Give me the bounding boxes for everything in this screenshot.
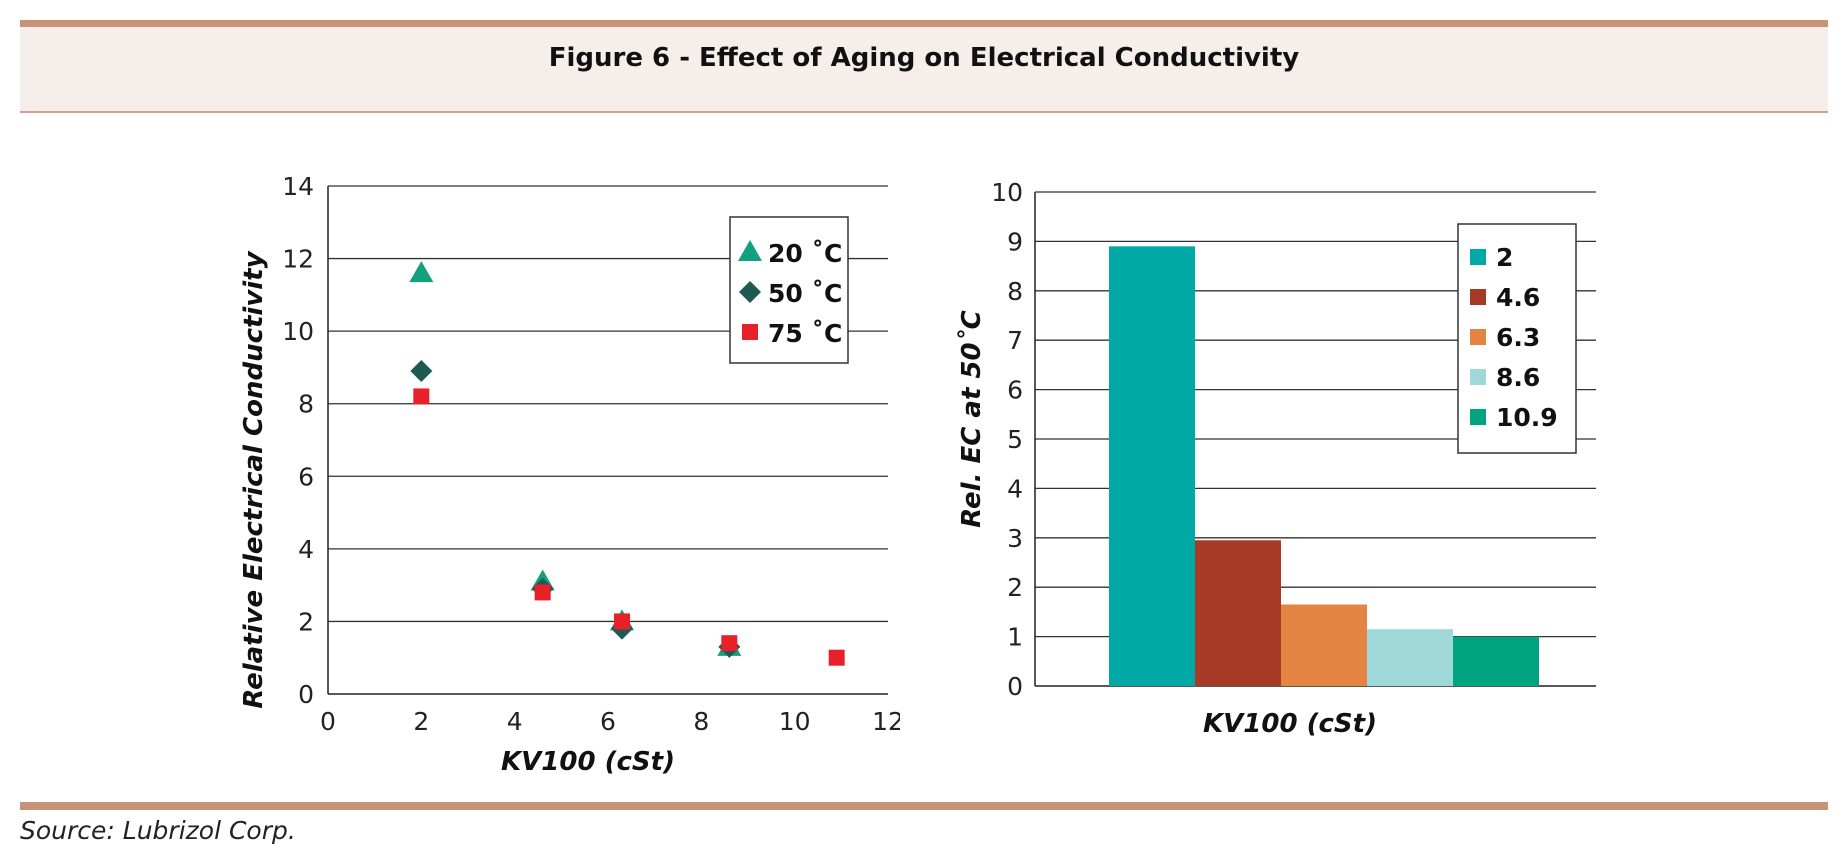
y-axis-title: Rel. EC at 50˚C [956,310,987,527]
legend-marker [739,281,761,303]
x-tick-label: 10 [779,707,811,736]
bar-chart: 0 1 2 3 4 5 6 7 8 9 10 KV100 (cSt) Rel. EC at 50˚C 2 4… [956,178,1596,739]
data-point [410,360,433,383]
bar [1367,629,1453,686]
y-tick-label: 8 [1007,277,1023,306]
data-point [721,635,738,652]
bar [1195,540,1281,686]
x-tick-label: 4 [507,707,523,736]
x-tick-label: 6 [600,707,616,736]
legend-marker [742,324,758,340]
data-point [614,613,630,630]
bar [1109,246,1195,686]
y-tick-label: 6 [1007,376,1023,405]
figure-title: Figure 6 - Effect of Aging on Electrical… [548,43,1300,73]
legend-label: 50 ˚C [768,279,842,308]
data-point [409,261,434,283]
header-top-bar [20,20,1828,27]
legend-label: 2 [1496,243,1513,272]
legend-label: 20 ˚C [768,239,842,268]
data-point [413,388,430,405]
x-axis-title: KV100 (cSt) [1203,709,1377,739]
x-axis-title: KV100 (cSt) [501,747,675,777]
x-tick-label: 0 [320,707,336,736]
bar [1281,604,1367,686]
x-tick-label: 8 [693,707,709,736]
title-box: Figure 6 - Effect of Aging on Electrical… [20,27,1828,113]
legend-swatch [1470,249,1486,265]
x-tick-label: 2 [413,707,429,736]
x-tick-label: 12 [872,707,900,736]
legend-marker [738,240,762,261]
bar [1453,636,1539,686]
legend-label: 6.3 [1496,323,1540,352]
legend-swatch [1470,329,1486,345]
legend-swatch [1470,289,1486,305]
scatter-chart: 0 2 4 6 8 10 12 14 0 2 4 6 8 10 12 KV100 (cSt) Relative … [239,172,900,777]
y-tick-label: 4 [1007,474,1023,503]
data-point [534,584,551,601]
legend-swatch [1470,409,1486,425]
y-tick-label: 8 [298,390,314,419]
y-tick-label: 9 [1007,227,1023,256]
y-axis-title: Relative Electrical Conductivity [239,250,269,708]
y-tick-label: 14 [282,172,314,201]
y-tick-label: 6 [298,462,314,491]
legend-swatch [1470,369,1486,385]
legend-label: 8.6 [1496,363,1540,392]
footer-bar [20,802,1828,810]
legend-label: 10.9 [1496,403,1558,432]
y-tick-label: 2 [298,607,314,636]
data-point [828,649,845,666]
y-tick-label: 5 [1007,425,1023,454]
source-note: Source: Lubrizol Corp. [20,816,296,845]
y-tick-label: 0 [298,680,314,709]
y-tick-label: 7 [1007,326,1023,355]
legend-label: 4.6 [1496,283,1540,312]
legend-label: 75 ˚C [768,319,842,348]
y-tick-label: 3 [1007,524,1023,553]
y-tick-label: 10 [282,317,314,346]
y-tick-label: 2 [1007,573,1023,602]
y-tick-label: 1 [1007,623,1023,652]
y-tick-label: 0 [1007,672,1023,701]
y-tick-label: 10 [991,178,1023,207]
y-tick-label: 12 [282,245,314,274]
y-tick-label: 4 [298,535,314,564]
